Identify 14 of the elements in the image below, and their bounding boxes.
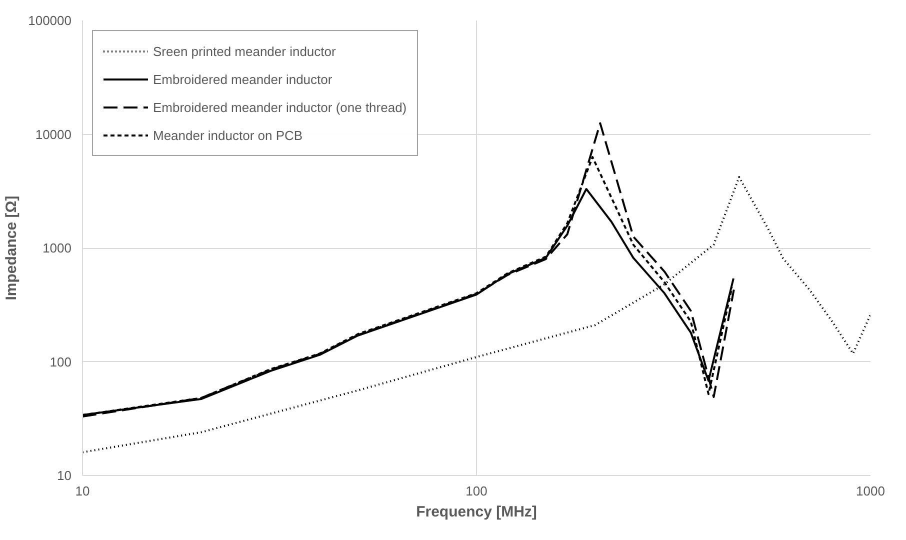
y-tick-label: 100000: [28, 13, 72, 28]
y-tick-label: 10000: [35, 126, 72, 142]
x-tick-label: 10: [75, 484, 90, 498]
legend-label: Embroidered meander inductor (one thread): [153, 100, 407, 114]
legend-label: Sreen printed meander inductor: [153, 44, 336, 58]
x-axis-title: Frequency [MHz]: [416, 504, 537, 520]
x-tick-label: 100: [466, 484, 488, 498]
y-tick-label: 1000: [42, 240, 72, 256]
y-axis-title: Impedance [Ω]: [3, 196, 20, 300]
x-tick-label: 1000: [856, 484, 885, 498]
legend-label: Embroidered meander inductor: [153, 72, 332, 86]
y-tick-label: 10: [57, 468, 72, 483]
y-tick-label: 100: [50, 354, 72, 370]
legend-label: Meander inductor on PCB: [153, 128, 303, 142]
